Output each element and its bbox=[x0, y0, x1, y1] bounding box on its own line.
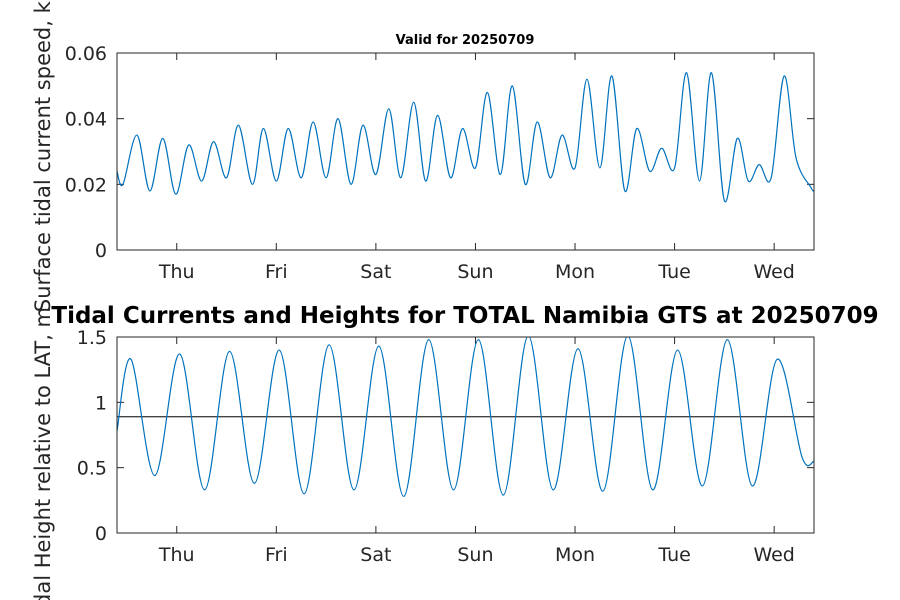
current-speed-x-tick-label: Wed bbox=[753, 261, 794, 283]
current-speed-y-tick-label: 0.06 bbox=[65, 43, 107, 65]
current-speed-panel: Valid for 20250709 Surface tidal current… bbox=[31, 0, 815, 312]
tidal-height-y-tick-label: 1 bbox=[95, 392, 107, 414]
current-speed-title: Valid for 20250709 bbox=[396, 33, 535, 48]
current-speed-x-tick-label: Thu bbox=[158, 261, 195, 283]
current-speed-x-tick-label: Sun bbox=[457, 261, 493, 283]
current-speed-y-tick-label: 0 bbox=[95, 240, 107, 262]
tidal-height-series-line bbox=[117, 337, 814, 498]
tidal-height-y-tick-label: 1.5 bbox=[77, 327, 107, 349]
current-speed-y-tick-label: 0.02 bbox=[65, 174, 107, 196]
tidal-height-x-tick-label: Sat bbox=[360, 544, 391, 566]
current-speed-x-tick-label: Sat bbox=[360, 261, 391, 283]
tidal-height-y-tick-label: 0 bbox=[95, 523, 107, 545]
tidal-height-x-tick-label: Thu bbox=[158, 544, 195, 566]
figure-title: Tidal Currents and Heights for TOTAL Nam… bbox=[51, 303, 878, 329]
current-speed-y-tick-label: 0.04 bbox=[65, 109, 107, 131]
tidal-height-axes-box bbox=[116, 336, 815, 534]
tidal-height-x-tick-label: Fri bbox=[265, 544, 288, 566]
tidal-height-x-tick-label: Mon bbox=[555, 544, 595, 566]
tidal-height-y-label: Tidal Height relative to LAT, m bbox=[31, 307, 55, 600]
current-speed-x-tick-label: Mon bbox=[555, 261, 595, 283]
current-speed-x-tick-label: Fri bbox=[265, 261, 288, 283]
tidal-height-x-tick-label: Sun bbox=[457, 544, 493, 566]
current-speed-series-line bbox=[117, 72, 814, 203]
tidal-height-x-tick-label: Tue bbox=[657, 544, 690, 566]
tidal-height-y-tick-label: 0.5 bbox=[77, 458, 107, 480]
current-speed-axes-box bbox=[116, 52, 815, 251]
current-speed-x-tick-label: Tue bbox=[657, 261, 690, 283]
tidal-height-panel: Tidal Height relative to LAT, m 0 0.5 1 1.5… bbox=[31, 307, 815, 600]
current-speed-y-label: Surface tidal current speed, kn bbox=[31, 0, 55, 312]
tidal-height-x-tick-label: Wed bbox=[753, 544, 794, 566]
